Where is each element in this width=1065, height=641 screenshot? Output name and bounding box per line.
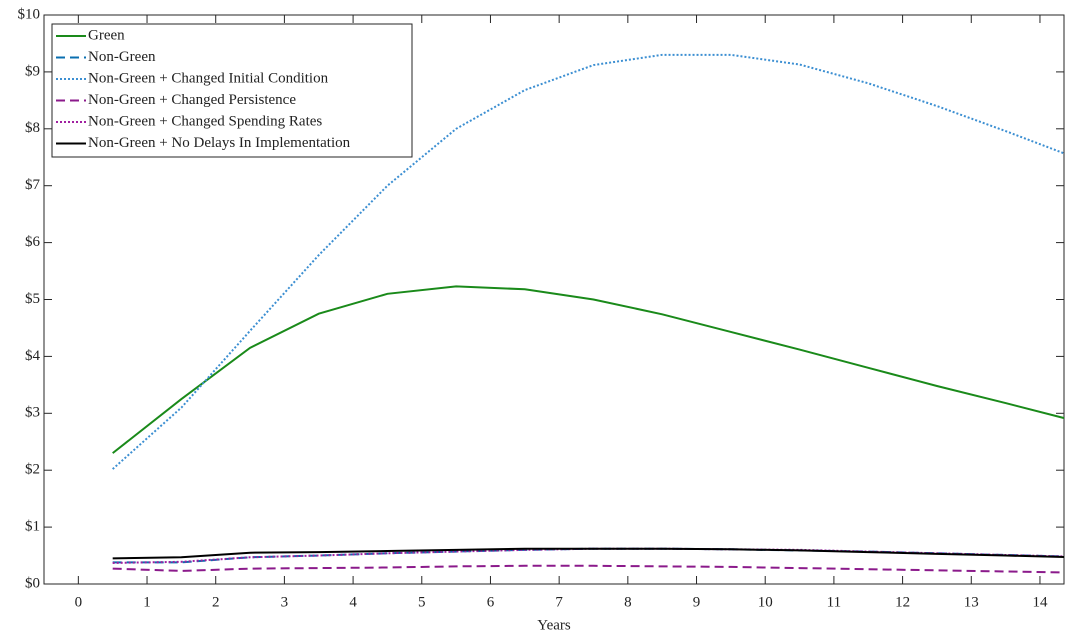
x-tick-label: 12 xyxy=(895,594,910,610)
legend-label: Non-Green + Changed Spending Rates xyxy=(88,113,322,129)
x-tick-label: 10 xyxy=(758,594,773,610)
x-tick-label: 6 xyxy=(487,594,495,610)
legend-label: Green xyxy=(88,27,125,43)
y-tick-label: $6 xyxy=(25,234,41,250)
y-tick-label: $3 xyxy=(25,405,40,421)
y-tick-label: $1 xyxy=(25,519,40,535)
series-line xyxy=(112,53,1064,470)
legend-box xyxy=(51,23,413,158)
plot-area xyxy=(112,53,1064,574)
x-tick-label: 4 xyxy=(349,594,357,610)
y-tick-label: $8 xyxy=(25,120,40,136)
x-tick-label: 1 xyxy=(143,594,151,610)
series-line xyxy=(112,564,1064,574)
y-tick-label: $9 xyxy=(25,63,40,79)
series-line xyxy=(112,285,1064,454)
legend-label: Non-Green + No Delays In Implementation xyxy=(88,135,351,151)
x-tick-label: 9 xyxy=(693,594,701,610)
y-tick-label: $7 xyxy=(25,177,41,193)
y-tick-label: $5 xyxy=(25,291,40,307)
x-tick-label: 14 xyxy=(1032,594,1048,610)
y-tick-label: $4 xyxy=(25,348,41,364)
x-tick-label: 7 xyxy=(555,594,563,610)
x-tick-label: 2 xyxy=(212,594,220,610)
y-tick-label: $2 xyxy=(25,462,40,478)
x-tick-label: 13 xyxy=(964,594,979,610)
x-tick-label: 0 xyxy=(75,594,83,610)
legend-label: Non-Green xyxy=(88,49,156,65)
x-tick-label: 11 xyxy=(827,594,841,610)
x-axis-label: Years xyxy=(537,617,571,633)
x-tick-label: 3 xyxy=(281,594,289,610)
legend-label: Non-Green + Changed Initial Condition xyxy=(88,70,329,86)
y-tick-label: $10 xyxy=(18,6,41,22)
y-tick-label: $0 xyxy=(25,575,40,591)
series-line xyxy=(112,547,1064,560)
x-tick-label: 5 xyxy=(418,594,426,610)
legend-label: Non-Green + Changed Persistence xyxy=(88,92,296,108)
x-tick-label: 8 xyxy=(624,594,632,610)
